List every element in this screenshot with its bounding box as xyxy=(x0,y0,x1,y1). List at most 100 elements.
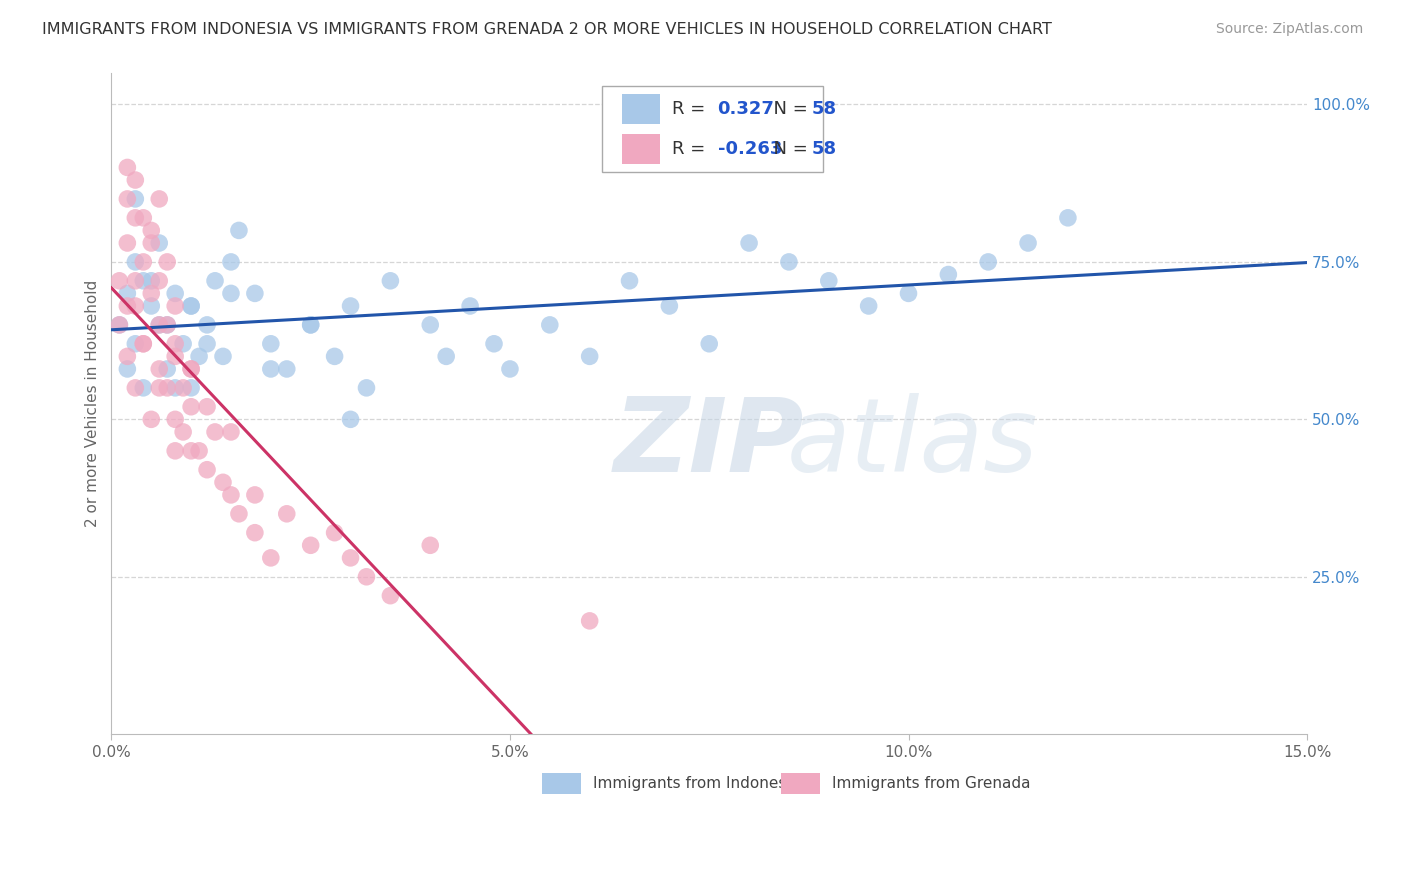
Point xyxy=(195,318,218,332)
Point xyxy=(180,362,202,376)
Point xyxy=(938,268,960,282)
Point xyxy=(180,443,202,458)
Point xyxy=(977,255,1000,269)
Point xyxy=(619,274,641,288)
Point xyxy=(132,381,155,395)
Point xyxy=(858,299,880,313)
Point xyxy=(260,362,283,376)
Point xyxy=(188,443,211,458)
Point xyxy=(148,192,170,206)
Point xyxy=(817,274,839,288)
Point xyxy=(124,299,146,313)
Point xyxy=(212,350,235,364)
Point xyxy=(148,235,170,250)
Point xyxy=(108,318,131,332)
Point xyxy=(141,412,163,426)
Point xyxy=(243,286,266,301)
Point xyxy=(195,336,218,351)
Point xyxy=(260,550,283,565)
Point xyxy=(578,350,600,364)
Point xyxy=(299,318,322,332)
Point xyxy=(356,570,378,584)
Point xyxy=(165,336,187,351)
Point xyxy=(219,255,242,269)
Point xyxy=(148,362,170,376)
Point xyxy=(323,350,346,364)
Point xyxy=(380,274,402,288)
Point xyxy=(124,336,146,351)
Point xyxy=(156,255,179,269)
Text: Immigrants from Indonesia: Immigrants from Indonesia xyxy=(593,776,800,791)
Bar xyxy=(780,773,821,795)
Point xyxy=(132,336,155,351)
Point xyxy=(124,173,146,187)
Point xyxy=(117,286,139,301)
Point xyxy=(578,614,600,628)
Text: 0.327: 0.327 xyxy=(717,100,775,119)
Y-axis label: 2 or more Vehicles in Household: 2 or more Vehicles in Household xyxy=(86,280,100,527)
Text: IMMIGRANTS FROM INDONESIA VS IMMIGRANTS FROM GRENADA 2 OR MORE VEHICLES IN HOUSE: IMMIGRANTS FROM INDONESIA VS IMMIGRANTS … xyxy=(42,22,1052,37)
Text: Immigrants from Grenada: Immigrants from Grenada xyxy=(832,776,1031,791)
Point xyxy=(219,286,242,301)
Point xyxy=(195,400,218,414)
Point xyxy=(108,274,131,288)
Point xyxy=(124,381,146,395)
Point xyxy=(141,286,163,301)
Text: R =: R = xyxy=(672,140,711,158)
Point xyxy=(141,223,163,237)
Point xyxy=(243,525,266,540)
Bar xyxy=(621,95,661,124)
Point xyxy=(697,336,720,351)
Point xyxy=(419,318,441,332)
Point xyxy=(356,381,378,395)
Point xyxy=(195,463,218,477)
Point xyxy=(165,286,187,301)
Point xyxy=(117,235,139,250)
Point xyxy=(212,475,235,490)
Point xyxy=(458,299,481,313)
Point xyxy=(124,211,146,225)
Point xyxy=(117,350,139,364)
Point xyxy=(1017,235,1039,250)
Point xyxy=(156,381,179,395)
Text: R =: R = xyxy=(672,100,711,119)
Point xyxy=(124,192,146,206)
Point xyxy=(156,318,179,332)
Point xyxy=(156,318,179,332)
Point xyxy=(132,336,155,351)
Point xyxy=(148,274,170,288)
Point xyxy=(141,299,163,313)
Point xyxy=(172,425,194,439)
Point xyxy=(276,507,298,521)
Point xyxy=(738,235,761,250)
Point xyxy=(204,425,226,439)
Point xyxy=(339,550,361,565)
FancyBboxPatch shape xyxy=(602,87,823,172)
Point xyxy=(124,274,146,288)
Point xyxy=(380,589,402,603)
Point xyxy=(897,286,920,301)
Point xyxy=(778,255,800,269)
Point xyxy=(299,318,322,332)
Text: Source: ZipAtlas.com: Source: ZipAtlas.com xyxy=(1216,22,1364,37)
Point xyxy=(180,362,202,376)
Point xyxy=(499,362,522,376)
Point xyxy=(172,381,194,395)
Text: N =: N = xyxy=(762,140,813,158)
Point xyxy=(132,255,155,269)
Point xyxy=(243,488,266,502)
Point xyxy=(117,192,139,206)
Point xyxy=(180,299,202,313)
Point xyxy=(117,362,139,376)
Point xyxy=(132,211,155,225)
Point xyxy=(165,299,187,313)
Point xyxy=(219,425,242,439)
Point xyxy=(260,336,283,351)
Point xyxy=(141,274,163,288)
Point xyxy=(148,318,170,332)
Text: atlas: atlas xyxy=(787,393,1039,493)
Point xyxy=(419,538,441,552)
Point xyxy=(323,525,346,540)
Point xyxy=(180,381,202,395)
Point xyxy=(434,350,457,364)
